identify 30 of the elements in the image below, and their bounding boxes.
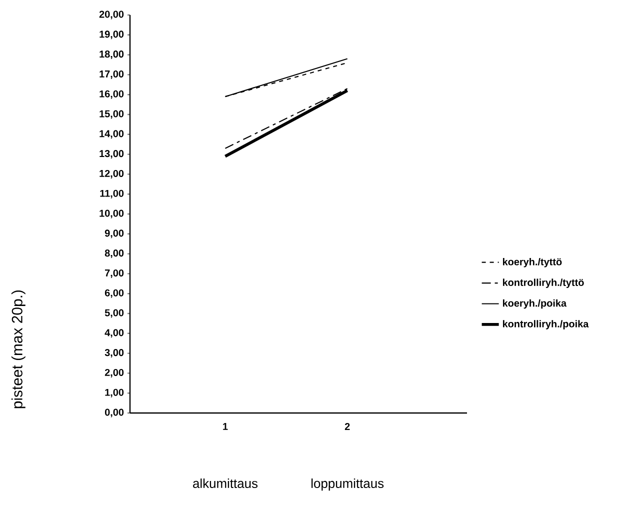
y-tick-label: 1,00 — [105, 388, 124, 398]
y-tick-label: 8,00 — [104, 250, 124, 258]
y-tick-label: 7,00 — [105, 269, 124, 278]
text: alkumittaus — [193, 478, 258, 488]
legend-label: kontrolliryh./tyttö — [502, 278, 584, 288]
y-tick-label: 5,00 — [104, 309, 124, 318]
y-tick-label: 11,00 — [100, 190, 124, 198]
y-tick-label: 4,00 — [104, 329, 124, 338]
text: loppumittaus — [312, 478, 384, 491]
y-tick-label: 12,00 — [100, 170, 124, 178]
y-axis-title: pisteet (max 20p.) — [11, 290, 26, 408]
y-tick-label: 14,00 — [100, 130, 124, 139]
y-tick-label: 16,00 — [100, 90, 124, 99]
x-tick-label: 1 — [223, 423, 228, 430]
y-tick-label: 13,00 — [100, 150, 124, 159]
y-tick-label: 17,00 — [100, 70, 124, 79]
y-tick-label: 0,00 — [104, 408, 124, 418]
legend-label: kontrolliryh./poika — [502, 320, 589, 330]
y-tick-label: 2,00 — [104, 368, 124, 378]
y-tick-label: 10,00 — [100, 210, 124, 218]
legend-label: koeryh./poika — [502, 299, 567, 309]
y-tick-label: 3,00 — [104, 349, 124, 358]
y-tick-label: 9,00 — [104, 230, 124, 238]
y-tick-label: 15,00 — [100, 110, 124, 119]
y-tick-label: 6,00 — [104, 289, 124, 298]
y-tick-label: 19,00 — [100, 30, 124, 40]
legend-label: koeryh./tyttö — [502, 258, 562, 268]
x-tick-label: 2 — [344, 423, 350, 430]
y-tick-label: 20,00 — [99, 10, 124, 20]
y-tick-label: 18,00 — [100, 50, 124, 60]
